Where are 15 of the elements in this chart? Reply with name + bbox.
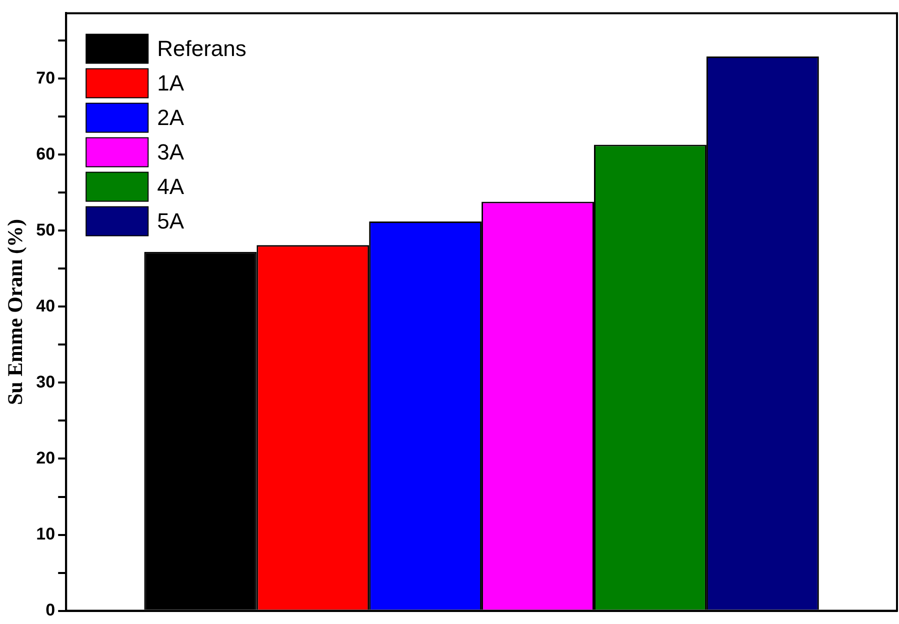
legend-label: 5A [157,208,184,234]
legend-label: Referans [157,36,246,61]
legend-label: 3A [157,139,184,164]
legend-label: 4A [157,174,184,199]
y-tick-label: 20 [36,448,56,468]
y-tick-label: 40 [36,296,56,316]
y-tick-label: 60 [36,144,56,164]
y-tick-label: 10 [36,524,56,544]
legend-label: 2A [157,104,184,130]
y-tick-label: 50 [36,220,56,240]
legend-label: 1A [157,70,184,96]
y-axis-title: Su Emme Oranı (%) [3,218,28,406]
y-tick-label: 0 [46,600,56,620]
y-tick-label: 70 [36,68,56,88]
y-tick-label: 30 [36,372,56,392]
